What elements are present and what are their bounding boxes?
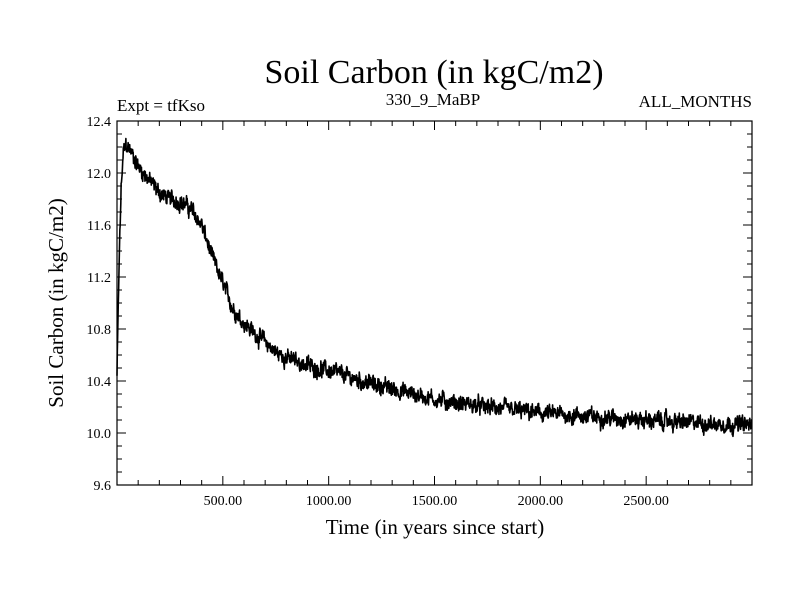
y-axis-label: Soil Carbon (in kgC/m2): [44, 198, 68, 407]
y-tick-label: 10.0: [87, 427, 112, 442]
plot-frame: [116, 120, 753, 486]
x-tick-label: 2000.00: [518, 494, 564, 509]
y-tick-label: 11.6: [87, 219, 111, 234]
y-tick-label: 12.4: [87, 115, 112, 130]
x-tick-label: 500.00: [204, 494, 243, 509]
axis-tick-labels: 9.6 10.0 10.4 10.8 11.2 11.6 12.0 12.4 500.00 100…: [87, 115, 669, 509]
experiment-label: Expt = tfKso: [117, 96, 205, 115]
x-axis-label: Time (in years since start): [326, 515, 545, 539]
y-tick-label: 10.8: [87, 323, 112, 338]
series-layer: [116, 137, 753, 438]
soil-carbon-series-line: [116, 137, 753, 438]
x-tick-label: 2500.00: [623, 494, 669, 509]
x-tick-label: 1500.00: [412, 494, 458, 509]
x-tick-label: 1000.00: [306, 494, 352, 509]
y-tick-label: 10.4: [87, 375, 112, 390]
chart-title: Soil Carbon (in kgC/m2): [264, 54, 603, 91]
months-label: ALL_MONTHS: [639, 92, 752, 111]
y-tick-label: 12.0: [87, 167, 112, 182]
period-label: 330_9_MaBP: [386, 90, 480, 109]
y-tick-label: 9.6: [94, 479, 112, 494]
y-tick-label: 11.2: [87, 271, 111, 286]
